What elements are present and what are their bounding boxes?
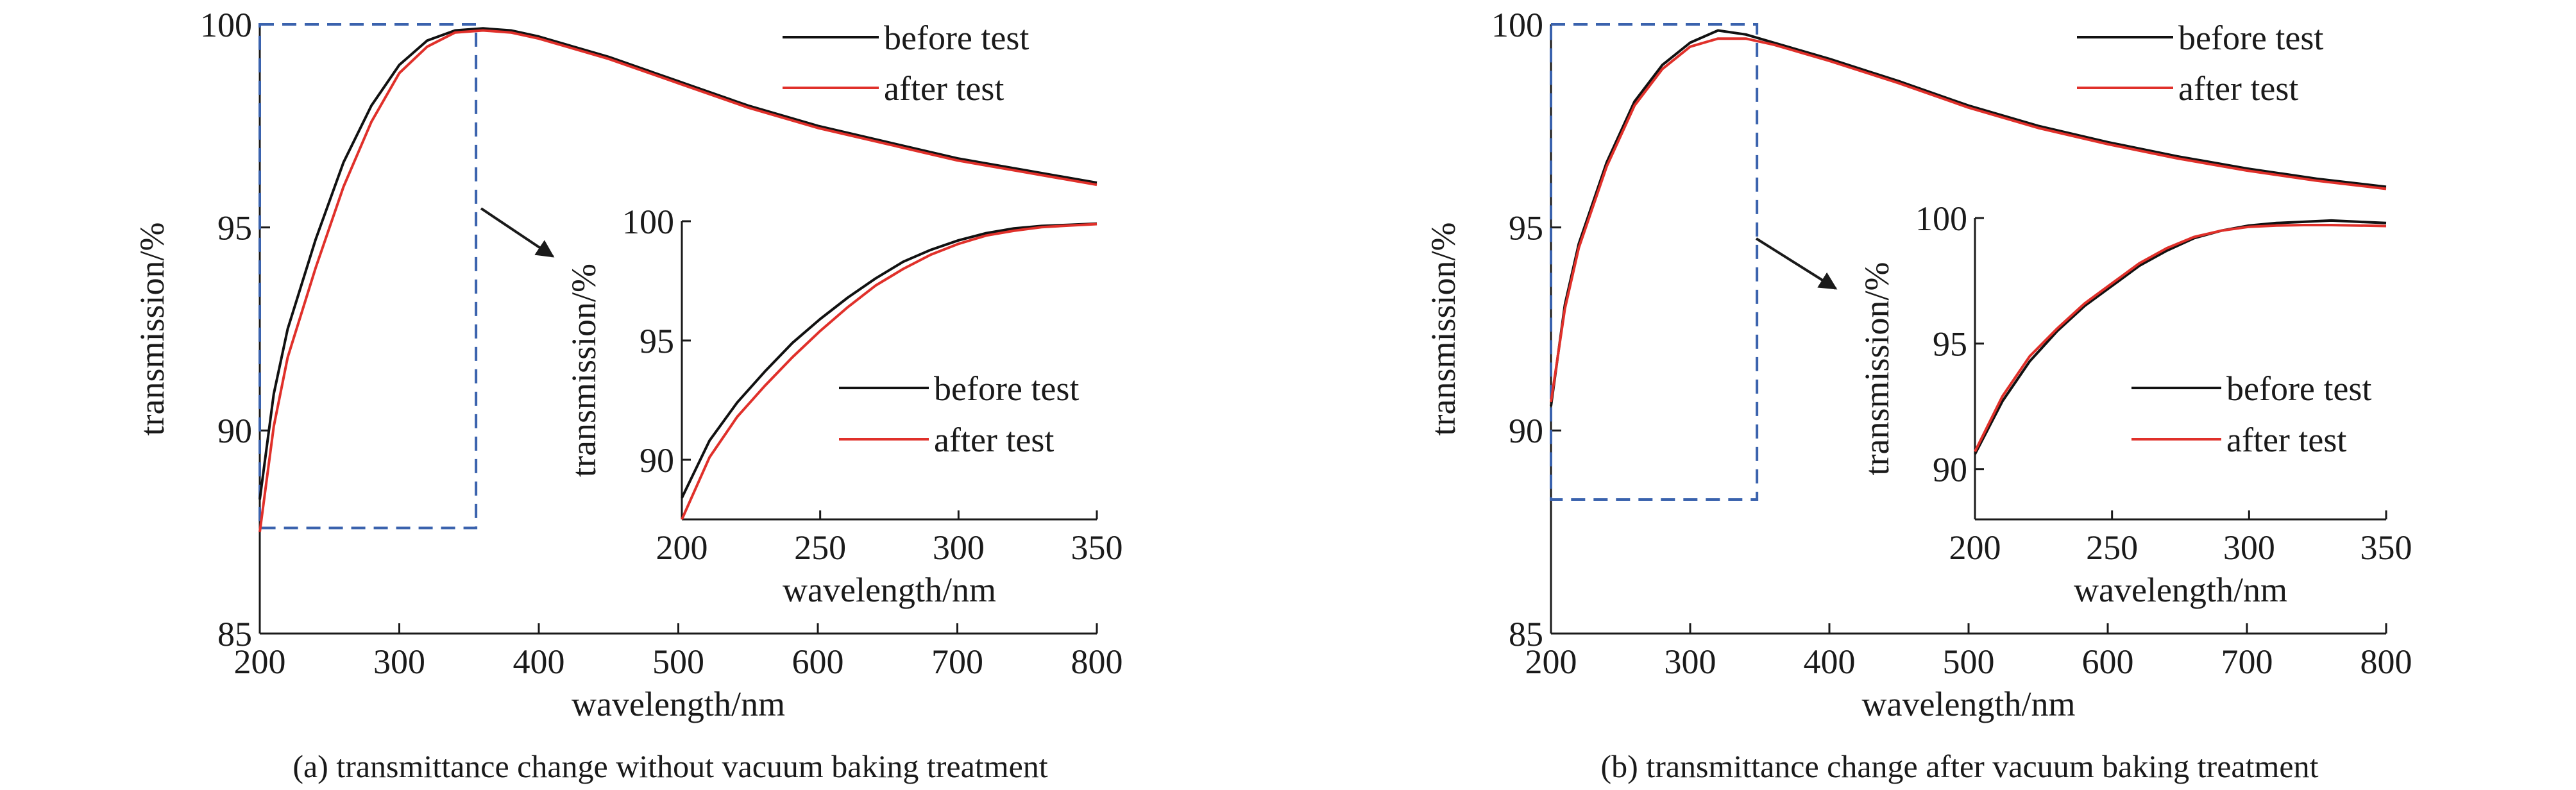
main-b-y-axis-label: transmission/% bbox=[1424, 223, 1462, 436]
inset-b-x-tick-label: 350 bbox=[2360, 528, 2412, 567]
main-b-x-tick-label: 800 bbox=[2360, 643, 2412, 681]
inset-a-x-tick-label: 300 bbox=[933, 528, 985, 567]
main-a-y-tick-label: 95 bbox=[217, 209, 252, 248]
main-b-x-axis-label: wavelength/nm bbox=[1862, 685, 2076, 723]
main-b-legend-label: after test bbox=[2178, 69, 2298, 108]
main-b-y-tick-label: 100 bbox=[1491, 6, 1543, 44]
inset-b-legend-label: after test bbox=[2226, 421, 2346, 459]
main-b-x-tick-label: 400 bbox=[1804, 643, 1856, 681]
inset-plot-b: 200 250 300 350 90 95 100 wavelength/nm transmis… bbox=[1858, 199, 2412, 609]
main-a-x-tick-label: 400 bbox=[513, 643, 565, 681]
panel-a: 200 300 400 500 600 700 800 85 90 95 100 wavelength… bbox=[133, 6, 1123, 784]
inset-a-x-tick-label: 250 bbox=[794, 528, 846, 567]
inset-b-y-axis-label: transmission/% bbox=[1858, 262, 1896, 476]
main-a-y-tick-label: 100 bbox=[200, 6, 252, 44]
inset-b-x-tick-label: 200 bbox=[1949, 528, 2001, 567]
inset-plot-a: 200 250 300 350 90 95 100 wavelength/nm transmis… bbox=[564, 203, 1123, 609]
inset-a-x-tick-label: 200 bbox=[656, 528, 708, 567]
main-b-legend-label: before test bbox=[2178, 19, 2323, 57]
main-b-x-tick-label: 500 bbox=[1943, 643, 1995, 681]
inset-a-x-axis-label: wavelength/nm bbox=[783, 571, 996, 609]
main-b-series-before bbox=[1550, 29, 2387, 407]
main-a-y-axis-label: transmission/% bbox=[133, 223, 171, 436]
main-b-y-tick-label: 85 bbox=[1509, 615, 1543, 653]
zoom-arrow-b bbox=[1755, 237, 1838, 290]
inset-a-y-tick-label: 95 bbox=[640, 322, 674, 360]
main-a-x-axis-label: wavelength/nm bbox=[572, 685, 785, 723]
inset-b-y-tick-label: 100 bbox=[1915, 199, 1967, 238]
inset-a-legend-label: before test bbox=[934, 369, 1079, 408]
main-b-x-tick-label: 300 bbox=[1665, 643, 1716, 681]
main-plot-a: 200 300 400 500 600 700 800 85 90 95 100 wavelength… bbox=[133, 6, 1123, 723]
main-a-x-tick-label: 500 bbox=[652, 643, 704, 681]
inset-b-series-after bbox=[1974, 224, 2387, 453]
inset-a-series-after bbox=[681, 223, 1097, 520]
main-plot-b: 200 300 400 500 600 700 800 85 90 95 100 wavelength… bbox=[1424, 6, 2412, 723]
main-b-y-tick-label: 90 bbox=[1509, 412, 1543, 450]
main-b-series-after bbox=[1550, 37, 2387, 403]
main-a-series-before bbox=[258, 27, 1097, 500]
main-b-x-tick-label: 600 bbox=[2082, 643, 2134, 681]
main-b-x-tick-label: 200 bbox=[1525, 643, 1577, 681]
main-a-zoom-box bbox=[258, 23, 478, 530]
main-a-y-tick-label: 85 bbox=[217, 615, 252, 653]
caption-b: (b) transmittance change after vacuum ba… bbox=[1601, 748, 2319, 784]
main-a-x-tick-label: 300 bbox=[373, 643, 425, 681]
main-a-x-tick-label: 200 bbox=[234, 643, 286, 681]
main-b-x-tick-label: 700 bbox=[2221, 643, 2273, 681]
main-a-x-tick-label: 800 bbox=[1071, 643, 1123, 681]
zoom-arrow-a bbox=[480, 207, 555, 258]
main-a-x-tick-label: 700 bbox=[931, 643, 983, 681]
main-a-legend-label: after test bbox=[884, 69, 1004, 108]
inset-a-y-tick-label: 100 bbox=[622, 203, 674, 241]
inset-b-x-axis-label: wavelength/nm bbox=[2074, 571, 2287, 609]
inset-a-series-before bbox=[681, 222, 1097, 499]
inset-b-x-tick-label: 300 bbox=[2223, 528, 2275, 567]
main-b-zoom-box bbox=[1550, 23, 1759, 501]
caption-a: (a) transmittance change without vacuum … bbox=[292, 748, 1047, 784]
main-a-series-after bbox=[258, 29, 1097, 532]
panel-b: 200 300 400 500 600 700 800 85 90 95 100 wavelength… bbox=[1424, 6, 2412, 784]
main-b-y-tick-label: 95 bbox=[1509, 209, 1543, 248]
inset-b-y-tick-label: 95 bbox=[1933, 325, 1967, 364]
main-a-x-tick-label: 600 bbox=[792, 643, 844, 681]
main-a-y-tick-label: 90 bbox=[217, 412, 252, 450]
inset-b-series-before bbox=[1974, 219, 2387, 455]
inset-a-x-tick-label: 350 bbox=[1071, 528, 1123, 567]
inset-a-legend-label: after test bbox=[934, 421, 1054, 459]
inset-a-y-axis-label: transmission/% bbox=[564, 264, 603, 477]
main-a-legend-label: before test bbox=[884, 19, 1029, 57]
inset-b-legend-label: before test bbox=[2226, 369, 2371, 408]
inset-a-y-tick-label: 90 bbox=[640, 441, 674, 480]
inset-b-y-tick-label: 90 bbox=[1933, 451, 1967, 489]
inset-b-x-tick-label: 250 bbox=[2086, 528, 2138, 567]
